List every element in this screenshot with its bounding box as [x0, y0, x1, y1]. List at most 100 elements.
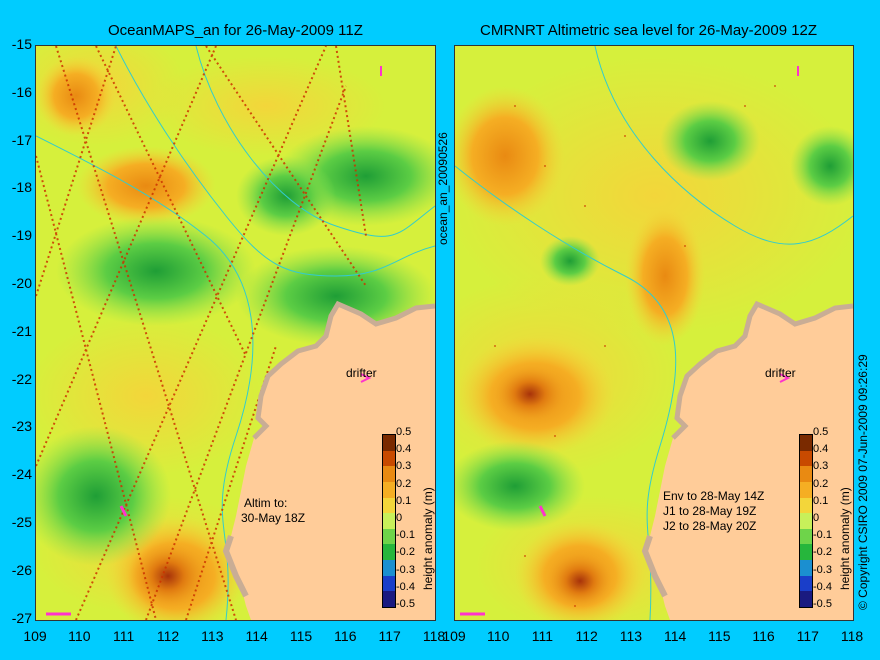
longitude-tick: 112 [156, 628, 180, 644]
left-colorbar-label: height anomaly (m) [421, 487, 435, 590]
colorbar-swatch [800, 544, 812, 560]
longitude-tick: 110 [68, 628, 91, 644]
colorbar-tick: 0.2 [396, 477, 412, 490]
longitude-tick: 115 [289, 628, 313, 644]
altim-label: Altim to: [244, 496, 288, 510]
longitude-tick: 118 [422, 628, 446, 644]
colorbar-swatch [383, 450, 395, 467]
colorbar-tick: -0.5 [813, 598, 832, 610]
latitude-tick: -20 [11, 275, 32, 291]
colorbar-tick: -0.3 [396, 563, 415, 576]
left-map-canvas [36, 46, 435, 620]
right-map-canvas [455, 46, 853, 620]
colorbar-tick: -0.2 [396, 546, 415, 559]
colorbar-tick: -0.2 [813, 546, 832, 559]
coastal-shelf [222, 535, 249, 598]
j2-label: J2 to 28-May 20Z [663, 519, 757, 533]
longitude-tick: 112 [575, 628, 598, 644]
colorbar-tick: -0.4 [813, 580, 832, 593]
longitude-tick: 114 [245, 628, 268, 644]
bathymetry-contour [36, 135, 254, 620]
bathymetry-contour [115, 46, 435, 277]
colorbar-swatch [800, 435, 812, 451]
latitude-tick: -24 [11, 466, 32, 483]
longitude-tick: 118 [840, 628, 864, 644]
drifter-marker [119, 505, 128, 517]
latitude-tick: -26 [11, 561, 32, 578]
colorbar-swatch [800, 481, 812, 498]
latitude-tick: -19 [11, 227, 32, 244]
right-map-title: CMRNRT Altimetric sea level for 26-May-2… [480, 22, 818, 39]
colorbar-swatch [383, 466, 395, 482]
coastal-shelf [252, 300, 435, 440]
colorbar-swatch [800, 528, 812, 545]
anomaly-low [36, 426, 171, 566]
anomaly-low [660, 101, 760, 181]
altimeter-points [494, 85, 776, 607]
colorbar-swatch [383, 481, 395, 498]
anomaly-high [76, 146, 216, 226]
latitude-tick: -25 [11, 514, 32, 530]
colorbar-tick: 0.4 [813, 443, 829, 456]
latitude-tick: -17 [11, 131, 32, 148]
latitude-tick: -21 [11, 322, 32, 339]
colorbar-swatch [383, 544, 395, 560]
colorbar-swatch [800, 560, 812, 576]
longitude-tick: 110 [487, 628, 510, 644]
longitude-tick: 111 [113, 628, 135, 644]
colorbar-tick: 0.3 [813, 460, 829, 473]
colorbar-tick: -0.5 [396, 598, 415, 610]
colorbar-tick: 0.1 [396, 494, 412, 507]
colorbar-swatch [383, 575, 395, 592]
anomaly-high-core [492, 364, 568, 424]
anomaly-low [540, 236, 600, 286]
longitude-tick: 117 [796, 628, 819, 644]
anomaly-high [625, 206, 705, 346]
coastal-shelf [671, 300, 853, 440]
colorbar-tick: 0.4 [396, 443, 412, 456]
colorbar-tick: 0 [396, 512, 403, 524]
colorbar-swatch [383, 528, 395, 545]
colorbar-tick: 0.2 [813, 477, 829, 490]
anomaly-high-core [128, 541, 208, 611]
anomaly-high [455, 86, 565, 226]
colorbar-swatch [800, 450, 812, 467]
colorbar-tick: 0.1 [813, 494, 829, 507]
latitude-tick: -16 [11, 83, 32, 100]
left-map-title: OceanMAPS_an for 26-May-2009 11Z [108, 22, 363, 39]
run-id-label: ocean_an_20090526 [436, 132, 450, 245]
latitude-tick: -15 [11, 36, 32, 52]
latitude-tick: -22 [11, 370, 32, 387]
colorbar-swatch [383, 435, 395, 451]
colorbar-swatch [800, 591, 812, 607]
right-map-panel: drifter Env to 28-May 14Z J1 to 28-May 1… [454, 45, 854, 621]
colorbar-swatch [800, 513, 812, 529]
colorbar-tick: 0.5 [813, 426, 829, 438]
longitude-tick: 109 [442, 628, 466, 644]
colorbar-tick: 0.5 [396, 426, 412, 438]
anomaly-yellow [146, 56, 386, 156]
longitude-tick: 109 [23, 628, 47, 644]
longitude-tick: 111 [531, 628, 554, 644]
copyright-label: © Copyright CSIRO 2009 07-Jun-2009 09:26… [856, 354, 870, 610]
longitude-tick: 116 [752, 628, 775, 644]
colorbar-tick: 0 [813, 512, 820, 524]
longitude-tick: 114 [663, 628, 687, 644]
latitude-tick: -23 [11, 418, 32, 435]
anomaly-low [455, 441, 585, 531]
colorbar-swatch [383, 513, 395, 529]
latitude-tick: -18 [11, 179, 32, 196]
right-colorbar-label: height anomaly (m) [838, 487, 852, 590]
colorbar-tick: -0.1 [396, 529, 415, 542]
colorbar-swatch [800, 466, 812, 482]
bathymetry-contour [455, 165, 677, 620]
colorbar-swatch [383, 591, 395, 607]
longitude-tick: 115 [708, 628, 731, 644]
env-label: Env to 28-May 14Z [663, 489, 765, 503]
colorbar-swatch [383, 560, 395, 576]
bathymetry-contour [594, 46, 853, 245]
right-colorbar [799, 434, 813, 608]
latitude-tick: -27 [11, 609, 32, 626]
coastal-shelf [641, 535, 668, 598]
drifter-marker [538, 505, 547, 517]
